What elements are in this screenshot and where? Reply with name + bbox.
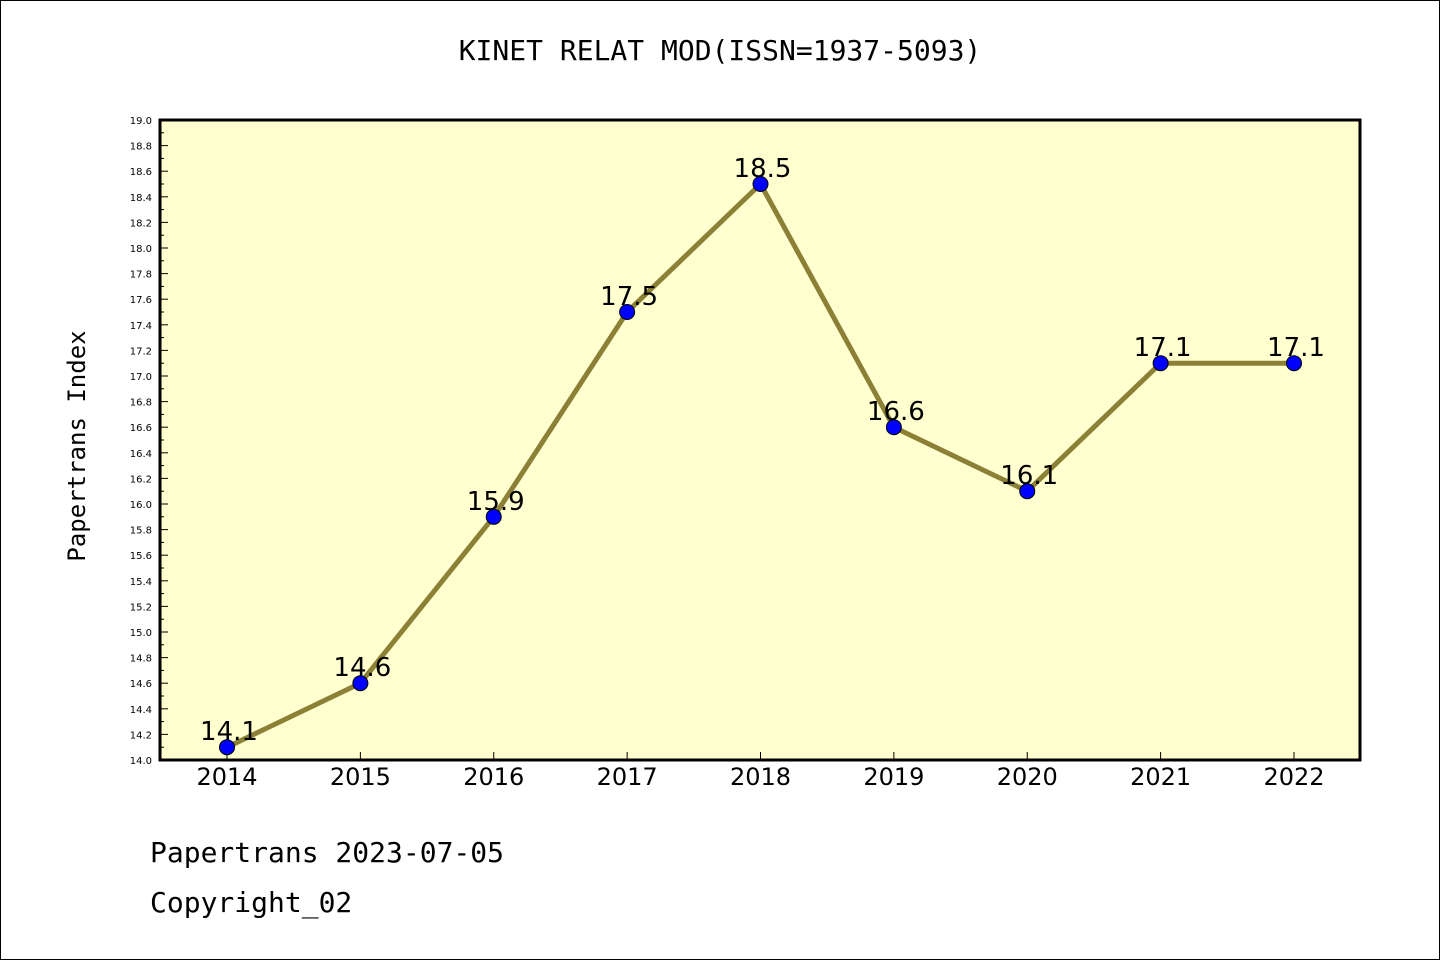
y-tick-label: 14.6 (130, 679, 152, 690)
y-tick-label: 18.2 (130, 218, 152, 229)
y-tick-label: 17.0 (130, 372, 152, 383)
data-point (219, 739, 235, 756)
chart-title: KINET RELAT MOD(ISSN=1937-5093) (458, 34, 982, 67)
plot-border (158, 118, 1362, 762)
x-tick-label: 2022 (1263, 763, 1324, 791)
y-tick-label: 18.4 (130, 193, 152, 204)
data-point (619, 304, 636, 320)
data-point (1286, 355, 1302, 372)
footer-date: Papertrans 2023-07-05 (150, 836, 505, 869)
y-tick-label: 15.6 (130, 551, 152, 562)
x-tick-label: 2017 (597, 763, 658, 791)
data-label: 15.9 (467, 487, 525, 517)
y-tick-label: 14.0 (130, 756, 152, 767)
x-tick-label: 2014 (196, 763, 257, 791)
y-tick-label: 17.2 (130, 346, 152, 357)
y-tick-label: 19.0 (130, 116, 152, 127)
footer-copyright: Copyright_02 (150, 886, 353, 919)
y-tick-label: 18.0 (130, 244, 152, 255)
y-tick-label: 15.2 (130, 602, 152, 613)
x-tick-label: 2021 (1130, 763, 1191, 791)
x-tick-label: 2015 (330, 763, 391, 791)
y-tick-label: 18.6 (130, 167, 152, 178)
data-point (752, 176, 769, 192)
x-tick-label: 2016 (463, 763, 524, 791)
x-tick-label: 2018 (730, 763, 791, 791)
data-label: 14.1 (200, 717, 258, 747)
x-tick-label: 2019 (863, 763, 924, 791)
data-point (1152, 355, 1169, 372)
data-point (1019, 483, 1036, 500)
y-tick-label: 16.0 (130, 500, 152, 511)
data-label: 14.6 (333, 653, 391, 683)
y-tick-label: 17.6 (130, 295, 152, 306)
data-label: 17.1 (1267, 333, 1325, 363)
data-label: 17.1 (1134, 333, 1192, 363)
y-tick-label: 14.2 (130, 730, 152, 741)
y-tick-label: 17.4 (130, 321, 152, 332)
y-axis-label: Papertrans Index (63, 330, 91, 561)
y-tick-label: 16.4 (130, 449, 152, 460)
y-tick-label: 15.4 (130, 577, 152, 588)
y-tick-label: 18.8 (130, 142, 152, 153)
y-tick-label: 14.8 (130, 654, 152, 665)
y-tick-label: 16.6 (130, 423, 152, 434)
data-point (485, 508, 502, 525)
plot-area (160, 120, 1360, 760)
y-tick-label: 17.8 (130, 270, 152, 281)
data-point (885, 419, 902, 436)
y-tick-label: 14.4 (130, 705, 152, 716)
data-label: 16.6 (867, 397, 925, 427)
y-tick-label: 15.8 (130, 526, 152, 537)
y-tick-label: 16.8 (130, 398, 152, 409)
data-point (352, 675, 369, 692)
y-tick-label: 16.2 (130, 474, 152, 485)
x-tick-label: 2020 (997, 763, 1058, 791)
y-tick-label: 15.0 (130, 628, 152, 639)
data-label: 16.1 (1000, 461, 1058, 491)
data-label: 18.5 (734, 154, 792, 184)
data-label: 17.5 (600, 282, 658, 312)
